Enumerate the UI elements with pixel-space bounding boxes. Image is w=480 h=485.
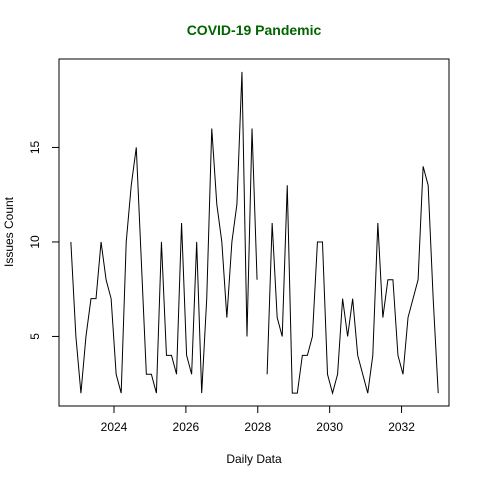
x-tick-label: 2024: [101, 420, 128, 434]
x-tick-label: 2028: [244, 420, 271, 434]
x-tick-label: 2032: [388, 420, 415, 434]
x-tick-label: 2026: [173, 420, 200, 434]
x-axis: 2024 2026 2028 2030 2032: [101, 405, 415, 434]
series-layer: [70, 71, 439, 396]
y-axis: 5 10 15: [28, 140, 60, 340]
x-tick-label: 2030: [316, 420, 343, 434]
y-tick-label: 10: [28, 235, 42, 249]
y-tick-label: 5: [28, 333, 42, 340]
x-axis-label: Daily Data: [226, 452, 282, 466]
y-axis-label: Issues Count: [2, 196, 16, 267]
series-line: [70, 71, 439, 396]
chart-title: COVID-19 Pandemic: [187, 22, 322, 38]
y-tick-label: 15: [28, 140, 42, 154]
series-line-segment: [266, 166, 439, 396]
series-line-segment: [70, 71, 258, 394]
